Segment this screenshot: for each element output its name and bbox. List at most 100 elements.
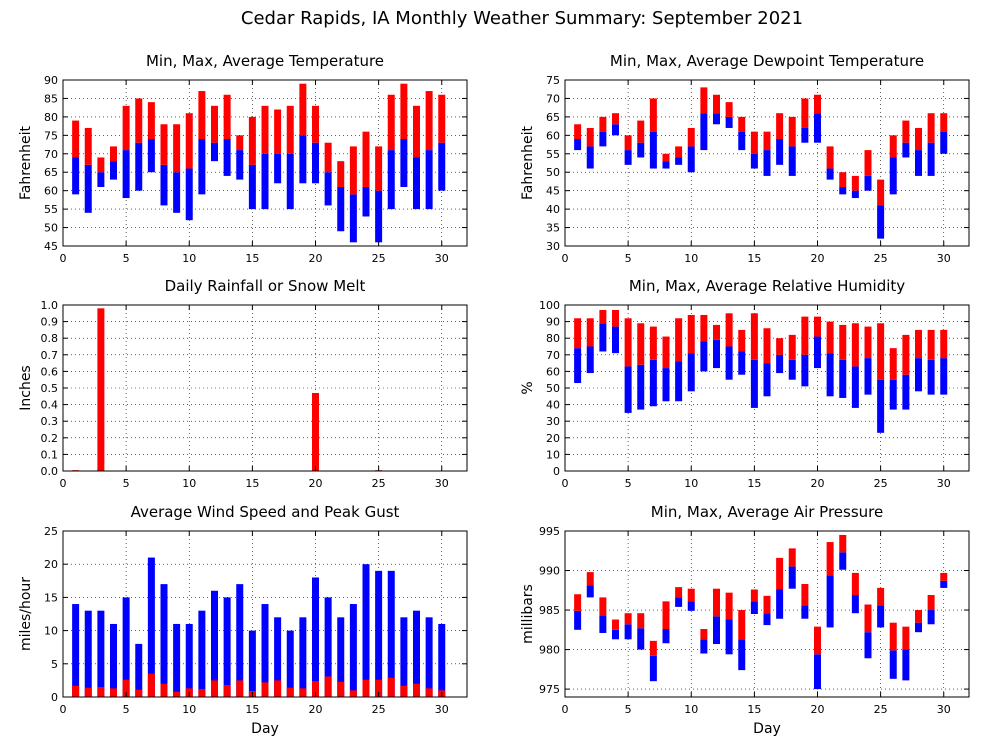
temp-bar-low-day-5 bbox=[122, 150, 130, 199]
temp-ytick-label: 50 bbox=[44, 222, 58, 235]
dew-bar-low-day-6 bbox=[637, 142, 645, 158]
rh-bar-low-day-13 bbox=[725, 346, 733, 380]
temp-bar-high-day-26 bbox=[387, 94, 395, 151]
rh-bar-low-day-4 bbox=[612, 326, 619, 354]
wind-avg-bar-day-29 bbox=[425, 688, 433, 697]
dew-bar-low-day-23 bbox=[851, 190, 859, 199]
temp-bar-high-day-20 bbox=[312, 105, 319, 143]
dew-bar-low-day-30 bbox=[940, 131, 948, 154]
temp-bar-high-day-16 bbox=[261, 105, 269, 154]
rh-bar-high-day-28 bbox=[915, 329, 922, 359]
temp-bar-low-day-9 bbox=[173, 172, 181, 213]
dew-ytick-label: 70 bbox=[546, 92, 560, 105]
wind-ytick-label: 5 bbox=[51, 658, 58, 671]
temp-bar-low-day-24 bbox=[362, 186, 370, 217]
temp-xtick-label: 25 bbox=[372, 252, 386, 265]
dew-bar-low-day-26 bbox=[889, 157, 897, 195]
pres-xtick-label: 20 bbox=[811, 703, 825, 716]
wind-avg-bar-day-6 bbox=[135, 689, 143, 697]
pres-bar-high-day-12 bbox=[713, 588, 720, 617]
wind-avg-bar-day-3 bbox=[97, 687, 105, 697]
rain-xtick-label: 5 bbox=[123, 477, 130, 490]
pres-bar-low-day-25 bbox=[877, 605, 885, 628]
rain-ytick-label: 0.6 bbox=[41, 365, 59, 378]
pres-bar-low-day-9 bbox=[675, 597, 683, 607]
dew-title: Min, Max, Average Dewpoint Temperature bbox=[610, 52, 924, 70]
pres-bar-high-day-1 bbox=[574, 594, 582, 611]
rh-ytick-label: 10 bbox=[546, 448, 560, 461]
dew-bar-low-day-17 bbox=[776, 139, 784, 165]
pres-bar-low-day-3 bbox=[599, 615, 607, 633]
wind-avg-bar-day-8 bbox=[160, 683, 168, 697]
temp-bar-low-day-30 bbox=[438, 142, 446, 191]
wind-gust-bar-day-23 bbox=[349, 604, 357, 697]
wind-ytick-label: 25 bbox=[44, 525, 58, 538]
pres-bar-low-day-27 bbox=[902, 649, 910, 681]
pres-bar-low-day-21 bbox=[826, 575, 834, 628]
rh-ytick-label: 40 bbox=[546, 399, 560, 412]
dew-bar-high-day-21 bbox=[826, 146, 834, 169]
rh-bar-high-day-16 bbox=[763, 328, 771, 364]
dew-bar-high-day-1 bbox=[574, 124, 582, 140]
pres-bar-high-day-25 bbox=[877, 587, 885, 606]
rh-bar-high-day-9 bbox=[675, 318, 683, 362]
temp-bar-low-day-22 bbox=[337, 186, 345, 232]
temp-bar-low-day-13 bbox=[223, 139, 231, 176]
dew-bar-high-day-30 bbox=[940, 113, 948, 132]
wind-avg-bar-day-1 bbox=[72, 685, 80, 697]
pres-bar-high-day-3 bbox=[599, 597, 607, 616]
pres-ytick-label: 985 bbox=[539, 604, 560, 617]
wind-gust-bar-day-22 bbox=[337, 617, 345, 697]
wind-gust-bar-day-7 bbox=[147, 557, 155, 697]
wind-xtick-label: 30 bbox=[435, 703, 449, 716]
temp-bar-high-day-3 bbox=[97, 157, 105, 173]
pres-bar-low-day-17 bbox=[776, 589, 784, 619]
rh-xtick-label: 10 bbox=[684, 477, 698, 490]
wind-gust-bar-day-8 bbox=[160, 584, 168, 697]
wind-gust-bar-day-11 bbox=[198, 610, 206, 697]
dew-bar-low-day-24 bbox=[864, 175, 872, 191]
pres-bar-high-day-14 bbox=[738, 610, 746, 640]
rh-bar-low-day-25 bbox=[877, 379, 885, 433]
pres-bar-high-day-26 bbox=[889, 622, 897, 651]
dew-bar-high-day-10 bbox=[687, 127, 695, 147]
wind-gust-bar-day-1 bbox=[72, 604, 80, 697]
pres-bar-low-day-4 bbox=[612, 629, 619, 640]
rh-ytick-label: 70 bbox=[546, 349, 560, 362]
temp-ytick-label: 45 bbox=[44, 240, 58, 253]
temp-bar-low-day-20 bbox=[312, 142, 319, 184]
dew-bar-low-day-14 bbox=[738, 131, 746, 151]
temp-bar-high-day-19 bbox=[299, 83, 307, 136]
wind-gust-bar-day-3 bbox=[97, 610, 105, 697]
rain-ytick-label: 0.2 bbox=[41, 432, 59, 445]
rh-bar-low-day-16 bbox=[763, 363, 771, 397]
wind-gust-bar-day-28 bbox=[413, 610, 420, 697]
rh-ytick-label: 20 bbox=[546, 432, 560, 445]
dew-bar-high-day-23 bbox=[851, 175, 859, 191]
pres-bar-high-day-15 bbox=[750, 589, 758, 602]
rh-ylabel: % bbox=[520, 381, 536, 394]
dew-bar-low-day-5 bbox=[624, 150, 632, 165]
temp-ytick-label: 85 bbox=[44, 92, 58, 105]
pres-bar-low-day-16 bbox=[763, 613, 771, 626]
dew-bar-low-day-12 bbox=[713, 113, 720, 125]
wind-gust-bar-day-12 bbox=[211, 590, 218, 697]
wind-avg-bar-day-13 bbox=[223, 685, 231, 697]
pres-bar-low-day-1 bbox=[574, 610, 582, 630]
dew-xtick-label: 15 bbox=[747, 252, 761, 265]
temp-bar-low-day-17 bbox=[274, 153, 282, 184]
temp-bar-low-day-6 bbox=[135, 142, 143, 191]
wind-avg-bar-day-9 bbox=[173, 691, 181, 697]
dew-bar-low-day-22 bbox=[839, 186, 847, 195]
dew-bar-low-day-16 bbox=[763, 150, 771, 176]
wind-avg-bar-day-24 bbox=[362, 679, 370, 697]
rh-bar-low-day-3 bbox=[599, 323, 607, 352]
temp-ytick-label: 60 bbox=[44, 185, 58, 198]
temp-bar-high-day-4 bbox=[110, 146, 117, 162]
temp-bar-high-day-28 bbox=[413, 105, 420, 158]
wind-xtick-label: 20 bbox=[309, 703, 323, 716]
pres-bar-high-day-28 bbox=[915, 610, 922, 623]
dew-bar-low-day-18 bbox=[788, 146, 796, 176]
wind-gust-bar-day-30 bbox=[438, 623, 446, 697]
dew-bar-low-day-3 bbox=[599, 131, 607, 147]
